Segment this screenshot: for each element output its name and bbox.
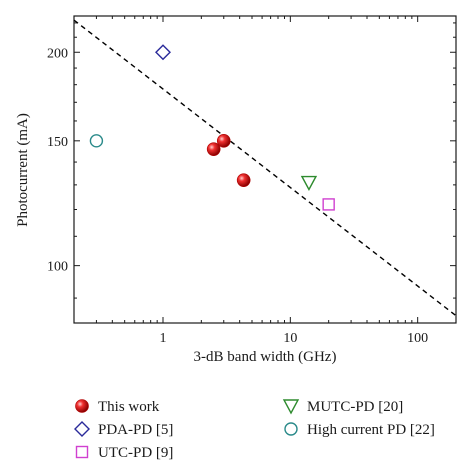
legend-marker-diamond (74, 421, 90, 437)
y-tick-label: 150 (47, 135, 68, 150)
data-point-triangle-down (300, 175, 318, 191)
x-axis-title: 3-dB band width (GHz) (194, 349, 337, 365)
plot-frame (73, 15, 457, 324)
legend-marker-sphere (75, 399, 89, 413)
legend-label: High current PD [22] (307, 422, 435, 438)
data-point-circle (89, 134, 104, 148)
legend-label: UTC-PD [9] (98, 445, 173, 461)
legend: This work PDA-PD [5] UTC-PD [9] MUTC-PD [20… (74, 399, 435, 461)
data-point-square (322, 198, 335, 211)
trend-line (73, 19, 457, 317)
y-tick-label: 200 (47, 46, 68, 61)
legend-label: PDA-PD [5] (98, 422, 173, 438)
legend-label: This work (98, 399, 160, 415)
x-tick-label: 10 (283, 331, 297, 346)
x-tick-label: 1 (160, 331, 167, 346)
legend-marker-triangle-down (282, 399, 300, 415)
data-point-sphere (206, 142, 221, 156)
legend-label: MUTC-PD [20] (307, 399, 403, 415)
data-point-sphere (216, 134, 231, 148)
legend-marker-circle (284, 422, 298, 436)
data-point-diamond (155, 44, 171, 61)
data-point-sphere (236, 173, 251, 187)
y-axis-title: Photocurrent (mA) (15, 113, 31, 227)
x-tick-label: 100 (407, 331, 428, 346)
y-tick-label: 100 (47, 260, 68, 275)
legend-marker-square (75, 445, 89, 459)
